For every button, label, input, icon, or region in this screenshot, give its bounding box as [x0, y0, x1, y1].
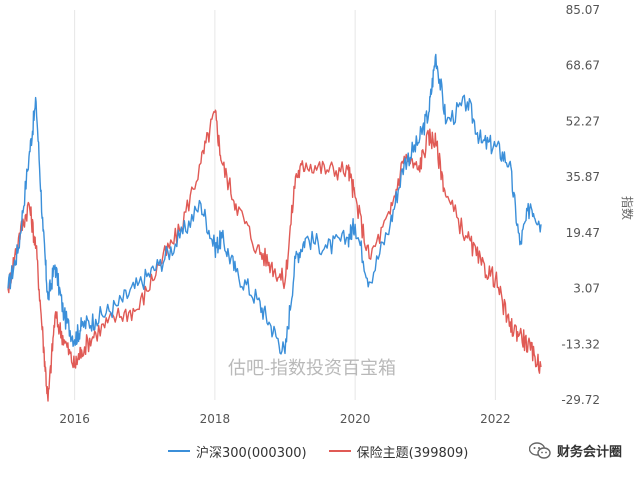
- y-tick-label: 52.27: [566, 114, 600, 128]
- x-tick-label: 2022: [480, 412, 511, 426]
- y-axis: 85.07 68.67 52.27 35.87 19.47 3.07 -13.32 -29.7…: [561, 3, 600, 407]
- y-tick-label: -29.72: [561, 393, 600, 407]
- y-tick-label: 19.47: [566, 226, 600, 240]
- legend-item-hs300[interactable]: 沪深300(000300): [168, 442, 307, 461]
- series-line-0: [7, 53, 542, 355]
- series-line-1: [7, 109, 542, 402]
- x-axis: 2016 2018 2020 2022: [59, 412, 510, 426]
- x-tick-label: 2016: [59, 412, 90, 426]
- y-tick-label: 68.67: [566, 59, 600, 73]
- grid: [74, 10, 496, 400]
- y-tick-label: -13.32: [561, 337, 600, 351]
- x-tick-label: 2018: [200, 412, 231, 426]
- x-tick-label: 2020: [340, 412, 371, 426]
- plot-area: [7, 53, 542, 402]
- source-attribution: 财务会计圈: [528, 441, 622, 460]
- y-tick-label: 3.07: [573, 282, 600, 296]
- legend: 沪深300(000300) 保险主题(399809): [168, 441, 468, 461]
- y-tick-label: 85.07: [566, 3, 600, 17]
- y-tick-label: 35.87: [566, 170, 600, 184]
- y-axis-title: 指数: [620, 196, 635, 220]
- source-label: 财务会计圈: [556, 445, 622, 460]
- legend-label-hs300: 沪深300(000300): [196, 445, 307, 461]
- legend-item-insurance[interactable]: 保险主题(399809): [328, 442, 469, 461]
- wechat-icon: [528, 441, 551, 459]
- watermark: 估吧-指数投资百宝箱: [228, 358, 396, 379]
- legend-swatch-insurance: [328, 450, 351, 452]
- legend-label-insurance: 保险主题(399809): [356, 445, 469, 461]
- legend-swatch-hs300: [168, 450, 190, 452]
